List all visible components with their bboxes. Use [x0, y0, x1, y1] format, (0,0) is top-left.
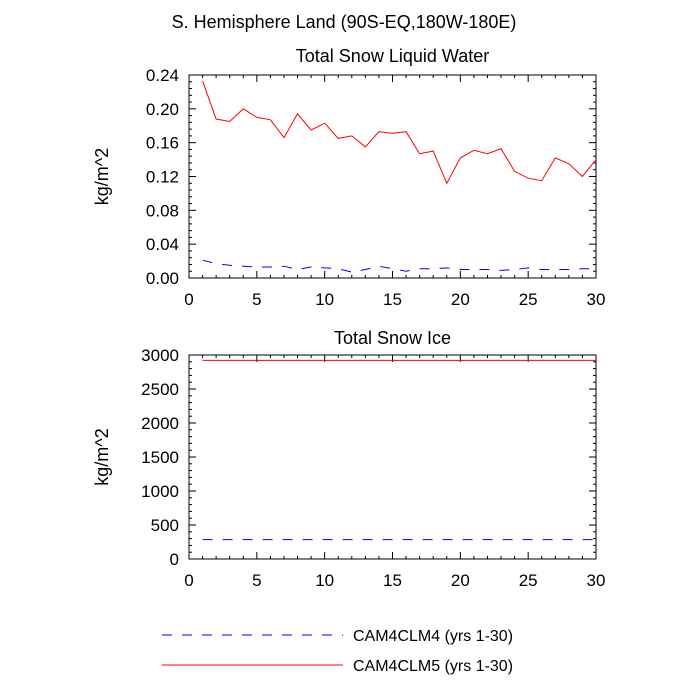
y-tick-label: 0.12 — [146, 168, 179, 187]
panel-total-snow-ice: Total Snow Ice kg/m^2 0 5 10 15 20 25 30 0 500 1000… — [92, 328, 605, 590]
y-tick-label: 0.16 — [146, 134, 179, 153]
y-tick-label: 0.00 — [146, 269, 179, 288]
x-tick-label: 0 — [184, 290, 193, 309]
y-tick-label: 0.20 — [146, 100, 179, 119]
series-line-cam4clm5 — [202, 80, 597, 185]
y-tick-label: 0 — [170, 550, 179, 569]
y-tick-label: 0.24 — [146, 66, 179, 85]
x-tick-label: 20 — [451, 290, 470, 309]
legend-label-cam4clm5: CAM4CLM5 (yrs 1-30) — [353, 658, 513, 675]
y-tick-label: 2000 — [141, 414, 179, 433]
x-tick-label: 20 — [451, 571, 470, 590]
x-tick-label: 25 — [519, 571, 538, 590]
plot-frame — [188, 74, 597, 279]
panel-title: Total Snow Liquid Water — [296, 46, 489, 66]
legend: CAM4CLM4 (yrs 1-30) CAM4CLM5 (yrs 1-30) — [162, 628, 513, 675]
y-tick-label: 1000 — [141, 482, 179, 501]
plot-frame — [188, 354, 597, 560]
x-tick-label: 15 — [383, 571, 402, 590]
x-tick-label: 10 — [315, 571, 334, 590]
y-tick-label: 2500 — [141, 380, 179, 399]
x-tick-label: 15 — [383, 290, 402, 309]
x-tick-label: 30 — [587, 571, 606, 590]
y-tick-label: 0.04 — [146, 235, 179, 254]
y-axis-label: kg/m^2 — [92, 428, 112, 485]
x-tick-label: 5 — [252, 290, 261, 309]
y-tick-label: 1500 — [141, 448, 179, 467]
x-tick-label: 10 — [315, 290, 334, 309]
page-title: S. Hemisphere Land (90S-EQ,180W-180E) — [172, 12, 517, 32]
x-tick-label: 30 — [587, 290, 606, 309]
y-axis-label: kg/m^2 — [92, 148, 112, 205]
legend-label-cam4clm4: CAM4CLM4 (yrs 1-30) — [353, 628, 513, 645]
panel-total-snow-liquid-water: Total Snow Liquid Water kg/m^2 0 5 10 15 20 25 3… — [92, 46, 605, 309]
x-tick-label: 5 — [252, 571, 261, 590]
x-tick-label: 25 — [519, 290, 538, 309]
y-tick-label: 500 — [151, 516, 179, 535]
y-tick-label: 0.08 — [146, 201, 179, 220]
y-tick-label: 3000 — [141, 346, 179, 365]
panel-title: Total Snow Ice — [334, 328, 451, 348]
x-tick-label: 0 — [184, 571, 193, 590]
series-line-cam4clm4 — [202, 259, 596, 273]
